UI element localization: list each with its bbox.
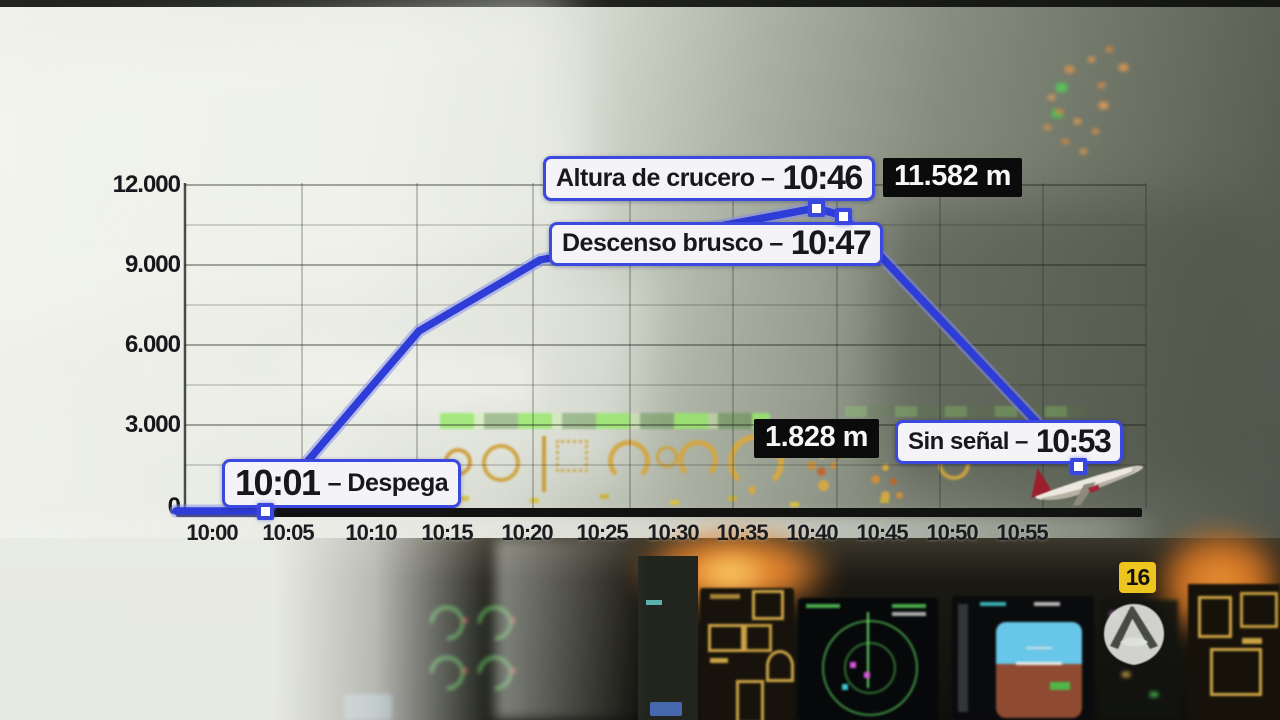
x-tick: 10:00 [186,520,238,545]
annotation-descenso-brusco: Descenso brusco – 10:47 [549,222,884,266]
cockpit-white-wash [0,538,500,720]
data-point-marker [257,503,274,520]
rpanel-box-2 [1240,592,1278,628]
amber-horseshoe-2 [678,440,718,480]
nose-accent [1131,466,1143,472]
blue-button [650,702,682,716]
rpanel-box-1 [1198,596,1232,638]
logo-body [1104,604,1164,665]
annotation-label: Altura de crucero – [556,163,775,192]
x-tick: 10:35 [716,520,768,545]
data-point-marker [808,200,825,217]
x-tick: 10:10 [345,520,397,545]
pfd-top-text [980,602,1006,606]
nd-top-text [806,604,840,608]
cyan-readout [646,600,662,605]
rpanel-dash [1242,638,1262,644]
traffic-dots [850,662,856,668]
side-panel [638,556,698,720]
x-tick: 10:45 [856,520,908,545]
rpanel-box-3 [1210,648,1262,696]
heading-line [867,612,869,688]
annotation-time: 10:01 [235,462,321,503]
amber-bar [542,436,546,492]
amber-ring-3 [656,446,678,468]
overhead-panel-right [1188,584,1280,720]
panel-box-1 [752,590,784,620]
panel-box-5 [736,680,764,720]
annotation-time: 10:53 [1035,423,1112,459]
panel-dash [710,658,728,663]
y-tick: 0 [167,493,181,520]
x-tick: 10:15 [421,520,473,545]
green-readout [1050,682,1070,690]
panel-box-2 [708,624,744,652]
x-tick: 10:25 [576,520,628,545]
annotation-label: Sin señal – [908,427,1028,455]
annotation-time: 10:46 [782,158,863,197]
x-tick: 10:05 [262,520,314,545]
logo-a-crossbar [1120,637,1148,647]
logo-a-right [1128,606,1158,649]
overhead-dots-cluster [1048,95,1055,100]
amber-starburst-2 [882,464,889,471]
top-black-strip [0,0,1280,7]
x-tick: 10:50 [926,520,978,545]
data-point-marker [835,208,852,225]
age-rating-badge: 16 [1119,562,1156,593]
annotation-label: – Despega [327,468,449,497]
x-tick: 10:55 [996,520,1048,545]
value-sin-senal: 1.828 m [754,419,879,458]
speed-tape [958,604,968,712]
overhead-panel-left [700,588,794,720]
panel-label [710,594,740,599]
green-led-strip-2 [845,406,1085,417]
amber-horseshoe-1 [608,440,650,482]
attitude-ball [996,622,1082,718]
y-tick: 6.000 [124,331,181,358]
y-tick: 3.000 [124,411,181,438]
white-panel-blob [295,350,535,405]
panel-box-4 [766,650,794,682]
annotation-time: 10:47 [790,224,872,262]
y-tick: 12.000 [112,171,181,198]
panel-box-3 [744,624,772,652]
horizon-line [1016,662,1062,666]
annotation-altura-crucero: Altura de crucero – 10:46 [543,156,875,201]
amber-dotted-box [556,440,588,472]
annotation-despega: 10:01 – Despega [222,459,462,508]
fuselage [1035,465,1143,500]
antena3-logo [1104,604,1164,665]
value-altura-crucero: 11.582 m [883,158,1022,197]
y-tick: 9.000 [124,251,181,278]
amber-scatter-ticks [460,496,469,501]
green-led-strip [440,413,770,429]
annotation-label: Descenso brusco – [562,229,783,257]
compass-arc-inner [844,642,896,694]
cockpit-strip [0,524,1280,720]
pfd-display [952,596,1094,720]
compass-arc [822,620,918,716]
amber-dot-under [748,486,756,494]
amber-ring-2 [482,444,520,482]
nav-display [798,598,938,720]
cockpit-wash-fade [495,538,645,720]
data-point-marker [1070,458,1087,475]
engine [1088,484,1100,493]
pitch-mark [1026,646,1052,649]
x-tick: 10:20 [501,520,553,545]
logo-a-left [1110,606,1136,649]
x-tick: 10:40 [786,520,838,545]
x-tick: 10:30 [647,520,699,545]
